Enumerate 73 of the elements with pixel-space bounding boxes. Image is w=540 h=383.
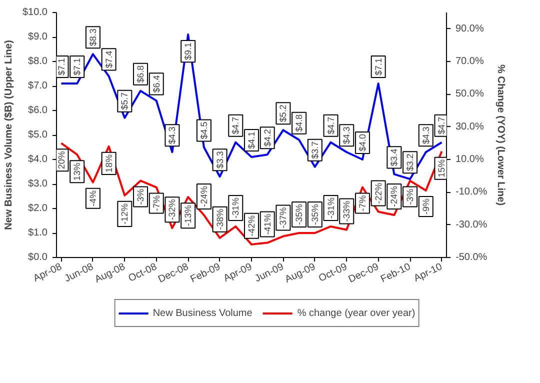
- data-label: 20%: [56, 151, 66, 170]
- y-tick-label: $5.0: [28, 130, 48, 140]
- y2-tick-label: -10.0%: [456, 186, 488, 198]
- data-label: $4.3: [342, 126, 352, 144]
- data-label: $3.3: [214, 151, 225, 169]
- data-label: -3%: [405, 188, 416, 205]
- y-axis-title: New Business Volume ($B) (Upper Line): [3, 40, 14, 230]
- y-tick-label: $1.0: [28, 228, 48, 238]
- data-label: $4.3: [420, 126, 431, 144]
- y-tick-label: $0.0: [28, 252, 48, 263]
- data-label: $4.7: [436, 116, 447, 134]
- data-label: $4.1: [246, 132, 256, 150]
- data-label: -37%: [278, 207, 288, 228]
- data-label: -35%: [294, 204, 304, 225]
- y2-tick-label: -30.0%: [456, 219, 488, 230]
- data-label: -13%: [183, 205, 194, 226]
- data-label: -24%: [198, 186, 209, 208]
- y-tick-label: $4.0: [28, 154, 48, 165]
- legend-label: New Business Volume: [152, 308, 252, 318]
- data-label: -32%: [167, 199, 178, 220]
- data-label: $4.2: [262, 129, 272, 147]
- legend-label: % change (year over year): [297, 308, 416, 318]
- data-label: -12%: [120, 203, 130, 224]
- data-label: -4%: [88, 190, 98, 206]
- data-label: $4.7: [326, 116, 336, 134]
- data-label: $4.3: [167, 126, 178, 144]
- y-tick-label: $8.0: [28, 56, 48, 67]
- data-label: -24%: [389, 186, 400, 208]
- y2-tick-label: -50.0%: [456, 252, 488, 263]
- data-label: -35%: [310, 204, 320, 225]
- y2-tick-label: 30.0%: [456, 121, 484, 132]
- y-tick-label: $2.0: [28, 203, 48, 214]
- data-label: $4.7: [230, 116, 241, 134]
- data-label: $8.3: [88, 28, 98, 46]
- data-label: $3.7: [310, 141, 320, 159]
- data-label: $3.4: [389, 148, 400, 166]
- data-label: -31%: [230, 197, 241, 218]
- data-label: $4.8: [294, 114, 304, 132]
- data-label: 18%: [104, 154, 114, 172]
- y2-tick-label: 50.0%: [456, 88, 484, 100]
- data-label: $3.2: [405, 154, 416, 172]
- data-label: -42%: [246, 215, 256, 236]
- data-label: -38%: [214, 208, 225, 230]
- data-label: $7.4: [104, 50, 114, 68]
- data-label: $7.1: [56, 58, 66, 76]
- data-label: $4.0: [357, 134, 368, 152]
- y-tick-label: $6.0: [28, 105, 48, 116]
- y2-tick-label: 70.0%: [456, 56, 484, 67]
- y2-tick-label: 90.0%: [456, 23, 484, 34]
- data-label: $6.8: [136, 65, 146, 83]
- data-label: -3%: [136, 188, 146, 205]
- data-label: $5.2: [278, 104, 288, 122]
- data-label: $7.1: [72, 58, 82, 76]
- data-label: -7%: [151, 195, 162, 212]
- data-label: $6.4: [151, 75, 162, 93]
- y-tick-label: $7.0: [28, 80, 48, 92]
- data-label: 13%: [72, 162, 82, 181]
- data-label: -22%: [373, 182, 384, 204]
- data-label: 15%: [436, 159, 447, 178]
- data-label: $9.1: [183, 42, 194, 60]
- y-tick-label: $9.0: [28, 32, 48, 42]
- data-label: $5.7: [120, 92, 130, 110]
- data-label: $4.5: [198, 122, 209, 140]
- y2-axis-title: % Change (YOY) (Lower Line): [495, 64, 506, 206]
- y-tick-label: $10.0: [22, 7, 48, 18]
- data-label: -7%: [357, 195, 368, 212]
- data-label: -33%: [342, 200, 352, 222]
- data-label: -41%: [262, 214, 272, 235]
- data-label: -9%: [420, 198, 431, 215]
- y2-tick-label: 10.0%: [456, 154, 484, 165]
- data-label: -31%: [326, 197, 336, 218]
- y-tick-label: $3.0: [28, 178, 48, 190]
- data-label: $7.1: [373, 58, 384, 76]
